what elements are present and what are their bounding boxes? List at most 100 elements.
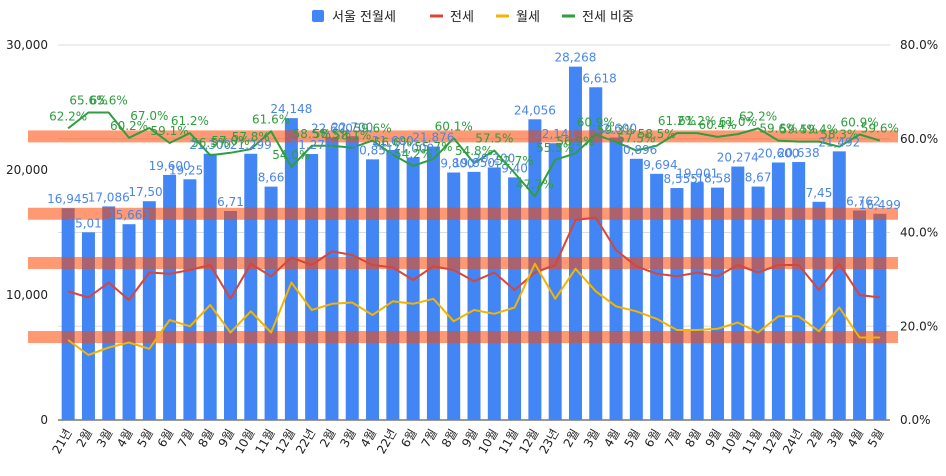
ratio-label-23: 47.7% [516,177,554,191]
x-tick-17: 6월 [398,427,419,450]
ratio-label-26: 60.9% [577,116,615,130]
bar-label-39: 16,762 [839,194,881,208]
x-tick-30: 7월 [662,427,683,450]
x-tick-2: 3월 [94,427,115,450]
ratio-label-40: 59.6% [861,122,899,136]
x-tick-29: 6월 [642,427,663,450]
bar-label-19: 19,800 [433,157,475,171]
ratio-label-10: 61.6% [252,112,290,126]
bar-label-27: 22,600 [595,122,637,136]
bar-35 [771,162,785,420]
bar-3 [122,224,136,420]
highlight-band-1 [28,207,898,220]
bar-39 [853,210,867,420]
bar-label-31: 19,001 [676,166,718,180]
x-tick-1: 2월 [74,427,95,450]
bar-label-7: 21,300 [189,138,231,152]
bar-8 [223,211,237,420]
x-tick-14: 3월 [337,427,358,450]
bar-11 [284,118,298,421]
ratio-label-13: 58.5% [313,127,351,141]
bar-6 [183,179,197,420]
x-tick-40: 5월 [865,427,886,450]
legend-swatch-0 [312,10,324,22]
bar-label-14: 22,700 [331,120,373,134]
bar-28 [629,158,643,421]
bar-label-32: 18,589 [697,172,739,186]
x-axis: 21년2월3월4월5월6월7월8월9월10월11월12월22년2월3월4월22년… [49,427,886,457]
ratio-label-19: 60.1% [435,119,473,133]
bar-1 [81,232,95,420]
ratio-label-36: 59.4% [780,123,818,137]
line-series [67,111,881,356]
y-right-tick-1: 20.0% [900,319,938,333]
bar-34 [751,186,765,420]
x-tick-31: 8월 [682,427,703,450]
x-tick-24: 23년 [536,427,561,457]
y-right-tick-2: 40.0% [900,226,938,240]
ratio-label-3: 60.2% [110,119,148,133]
bar-value-labels: 16,945 15,016 17,086 15,663 17,502 19,60019,2… [47,51,901,231]
bar-label-0: 16,945 [47,192,89,206]
ratio-label-28: 57.5% [617,131,655,145]
bar-label-4: 17,502 [128,185,170,199]
y-right-tick-3: 60.0% [900,132,938,146]
highlight-band-3 [28,331,898,344]
bar-9 [244,153,258,420]
bar-2 [102,206,116,420]
bar-21 [487,167,501,420]
x-tick-21: 10월 [476,427,501,457]
bar-33 [731,166,745,420]
bar-10 [264,186,278,420]
bar-label-2: 17,086 [88,190,130,204]
bar-label-9: 21,299 [230,138,272,152]
ratio-label-29: 58.5% [638,127,676,141]
ratio-label-37: 59.4% [800,123,838,137]
bar-label-21: 20,200 [473,152,515,166]
ratio-label-14: 58.1% [333,129,371,143]
x-tick-5: 6월 [155,427,176,450]
bar-label-15: 20,851 [352,143,394,157]
bar-label-40: 16,499 [859,198,901,212]
bar-32 [711,187,725,420]
ratio-label-39: 60.9% [840,116,878,130]
ratio-label-18: 55.7% [414,140,452,154]
legend: 서울 전월세 전세 월세 전세 비중 [312,10,634,25]
bar-label-34: 18,675 [737,171,779,185]
ratio-label-22: 52.7% [496,154,534,168]
bar-17 [406,157,420,420]
bar-23 [528,119,542,421]
y-right-tick-0: 0.0% [900,413,931,427]
x-tick-38: 3월 [824,427,845,450]
bar-label-22: 19,408 [494,161,536,175]
legend-label-0: 서울 전월세 [332,10,396,25]
bar-29 [650,173,664,420]
legend-label-2: 월세 [516,10,540,25]
x-tick-7: 8월 [195,427,216,450]
line-3 [67,111,881,198]
bar-label-25: 28,268 [554,51,596,65]
bar-label-8: 16,719 [209,195,251,209]
ratio-label-32: 60.4% [698,118,736,132]
bar-label-1: 15,016 [67,216,109,230]
bar-label-30: 18,555 [656,172,698,186]
bar-label-36: 20,638 [778,146,820,160]
y-right-tick-4: 80.0% [900,38,938,52]
ratio-label-0: 62.2% [49,109,87,123]
x-tick-3: 4월 [114,427,135,450]
ratio-label-7: 56.5% [191,136,229,150]
bar-label-18: 21,876 [412,131,454,145]
bar-14 [345,136,359,420]
bar-label-10: 18,669 [250,171,292,185]
bar-label-35: 20,600 [757,147,799,161]
ratio-label-38: 58.3% [820,128,858,142]
x-tick-28: 5월 [621,427,642,450]
bar-27 [609,137,623,420]
bar-label-37: 17,456 [798,186,840,200]
legend-label-3: 전세 비중 [582,10,634,25]
bar-label-17: 21,000 [392,142,434,156]
y-left-tick-0: 0 [40,413,48,427]
ratio-label-31: 61.2% [678,114,716,128]
bar-label-13: 22,600 [311,122,353,136]
bar-12 [305,154,319,420]
